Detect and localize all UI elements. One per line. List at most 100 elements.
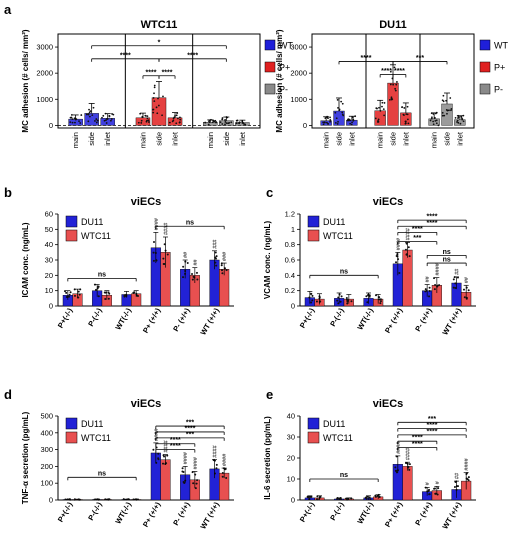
data-point xyxy=(429,119,432,122)
data-point xyxy=(462,288,465,291)
legend-swatch-WTC11 xyxy=(65,431,78,444)
bar-WTC11-3 xyxy=(160,459,171,501)
data-point xyxy=(454,480,457,483)
data-point xyxy=(379,302,382,305)
data-point xyxy=(215,121,218,124)
y-tick-label: 1000 xyxy=(290,95,307,104)
data-point xyxy=(454,282,457,285)
significance-label: ns xyxy=(98,470,106,477)
x-tick-label: side xyxy=(389,132,398,146)
significance-label: **** xyxy=(427,220,438,227)
data-point xyxy=(441,111,444,114)
data-point xyxy=(161,114,163,117)
data-point xyxy=(153,84,156,87)
data-point xyxy=(395,469,398,472)
y-tick-label: 0.8 xyxy=(285,240,295,249)
data-point xyxy=(71,121,74,124)
data-point xyxy=(181,467,184,470)
data-point xyxy=(334,121,337,124)
data-point xyxy=(146,117,149,120)
data-point xyxy=(196,479,199,482)
data-point xyxy=(391,98,394,100)
data-point xyxy=(383,114,386,117)
data-point xyxy=(94,120,96,122)
chart-c: 0 0.2 0.4 0.6 0.8 1 1.2 VCAM conc. (ng/mL) viECs… xyxy=(263,185,476,337)
data-point xyxy=(65,291,68,294)
x-tick-label: WT (+/+) xyxy=(198,306,221,337)
data-point xyxy=(105,119,107,122)
x-tick-label: WT(-/-) xyxy=(355,500,375,525)
y-tick-label: 2000 xyxy=(290,69,307,78)
hash-mark: ## xyxy=(454,268,460,275)
data-point xyxy=(450,108,453,110)
significance-label: ns xyxy=(443,257,451,264)
data-point xyxy=(152,251,155,254)
data-point xyxy=(406,105,409,108)
data-point xyxy=(346,497,349,500)
y-tick-label: 0 xyxy=(49,302,53,311)
y-axis-label: MC adhesion (# cells/ mm²) xyxy=(21,29,30,132)
data-point xyxy=(91,114,94,117)
data-point xyxy=(405,253,408,256)
data-point xyxy=(152,111,155,114)
legend-label: WT xyxy=(279,41,293,51)
x-tick-label: P+ (+/+) xyxy=(383,306,405,335)
legend-swatch-WTC11 xyxy=(307,431,320,444)
hash-mark: #### xyxy=(154,217,160,230)
data-point xyxy=(432,123,435,126)
data-point xyxy=(162,257,165,260)
data-point xyxy=(221,117,224,119)
x-tick-label: P+(-/-) xyxy=(298,500,317,524)
data-point xyxy=(340,295,343,298)
data-point xyxy=(105,122,108,124)
x-tick-label: P-(-/-) xyxy=(328,306,346,328)
y-tick-label: 200 xyxy=(40,462,53,471)
data-point xyxy=(104,297,107,300)
x-tick-label: P+(-/-) xyxy=(56,500,75,524)
hash-mark: ## xyxy=(183,251,189,258)
y-tick-label: 300 xyxy=(40,445,53,454)
data-point xyxy=(153,100,156,103)
data-point xyxy=(351,116,354,119)
data-point xyxy=(94,288,97,291)
data-point xyxy=(166,454,169,457)
significance-label: **** xyxy=(427,428,438,435)
data-point xyxy=(140,119,143,122)
data-point xyxy=(157,104,160,107)
data-point xyxy=(403,107,406,109)
data-point xyxy=(340,498,343,501)
data-point xyxy=(69,121,72,123)
data-point xyxy=(408,463,411,466)
significance-label: ns xyxy=(98,271,106,278)
data-point xyxy=(341,111,344,114)
y-tick-label: 100 xyxy=(40,479,53,488)
x-tick-label: inlet xyxy=(401,131,410,146)
data-point xyxy=(191,272,194,275)
data-point xyxy=(337,296,340,299)
data-point xyxy=(214,257,217,260)
data-point xyxy=(323,121,326,124)
x-tick-label: main xyxy=(71,132,80,148)
data-point xyxy=(462,120,465,123)
data-point xyxy=(443,114,446,117)
data-point xyxy=(405,113,408,115)
significance-label: **** xyxy=(120,52,131,59)
data-point xyxy=(191,278,194,281)
data-point xyxy=(327,122,329,125)
data-point xyxy=(97,295,100,298)
data-point xyxy=(79,122,82,124)
chart-title: viECs xyxy=(373,196,404,208)
x-tick-label: main xyxy=(376,132,385,148)
data-point xyxy=(329,119,332,121)
data-point xyxy=(78,120,80,123)
legend-swatch-DU11 xyxy=(307,215,320,228)
data-point xyxy=(456,119,459,122)
data-point xyxy=(442,94,445,97)
y-tick-label: 0.2 xyxy=(285,286,295,295)
data-point xyxy=(230,121,233,124)
legend-swatch-P+ xyxy=(264,61,276,73)
data-point xyxy=(369,498,372,501)
x-tick-label: P+ (+/+) xyxy=(141,306,163,335)
data-point xyxy=(78,293,81,296)
